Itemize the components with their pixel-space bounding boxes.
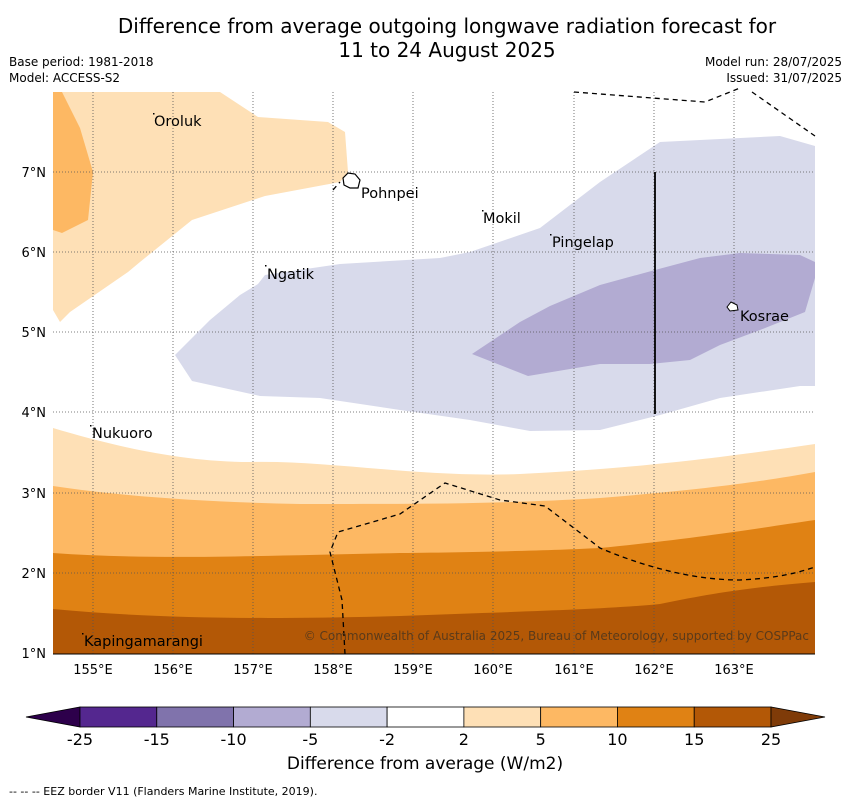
colorbar-segments [79,706,772,728]
issued-date: Issued: 31/07/2025 [726,71,842,85]
title-line-2: 11 to 24 August 2025 [338,38,556,62]
lon-tick-161: 161°E [554,663,594,678]
lon-tick-160: 160°E [473,663,513,678]
eez-footnote: -- -- -- EEZ border V11 (Flanders Marine… [9,785,318,798]
field-neg-5-10 [472,253,815,376]
lat-tick-2: 2°N [22,567,47,582]
place-ngatik: Ngatik [267,267,315,283]
model-run: Model run: 28/07/2025 [704,55,842,69]
colorbar-tick-9: 25 [761,730,781,749]
lat-tick-3: 3°N [22,487,47,502]
place-marks [82,113,552,635]
colorbar-extend-high [770,706,826,728]
kosrae-island [726,301,739,312]
title-line-1: Difference from average outgoing longwav… [117,14,777,38]
lat-tick-labels: 7°N 6°N 5°N 4°N 3°N 2°N 1°N [22,166,47,662]
colorbar-segment-0 [79,706,158,728]
lon-tick-155: 155°E [73,663,113,678]
colorbar-tick-labels: -25 -15 -10 -5 -2 2 5 10 15 25 [67,730,781,749]
map-title: Difference from average outgoing longwav… [0,14,850,62]
place-nukuoro: Nukuoro [92,426,153,442]
lat-tick-1: 1°N [22,647,47,662]
place-kapingamarangi: Kapingamarangi [84,634,203,650]
pohnpei-island [342,172,361,189]
map-fields [53,92,815,654]
eez-border-north [573,87,741,103]
lon-tick-156: 156°E [153,663,193,678]
meta-right: Model run: 28/07/2025 Issued: 31/07/2025 [705,54,842,86]
colorbar-tick-5: 2 [459,730,469,749]
eez-border-ne [751,91,816,137]
eez-border-pohnpei [332,181,341,191]
lon-tick-162: 162°E [634,663,674,678]
model-name: Model: ACCESS-S2 [9,71,121,85]
colorbar-segment-6 [540,706,618,728]
colorbar-tick-8: 15 [684,730,704,749]
colorbar-segment-4 [386,706,465,728]
lat-tick-4: 4°N [22,406,47,421]
place-labels: Oroluk Pohnpei Mokil Pingelap Ngatik Kos… [84,114,789,650]
lat-tick-5: 5°N [22,326,47,341]
colorbar-tick-7: 10 [607,730,627,749]
lat-gridlines [53,171,815,574]
colorbar-tick-0: -25 [67,730,93,749]
place-mokil: Mokil [483,211,521,227]
lat-tick-6: 6°N [22,246,47,261]
place-pohnpei: Pohnpei [361,186,419,202]
map: 155°E 156°E 157°E 158°E 159°E 160°E 161°… [22,87,816,678]
place-pingelap: Pingelap [552,235,614,251]
colorbar-segment-1 [156,706,234,728]
lon-tick-labels: 155°E 156°E 157°E 158°E 159°E 160°E 161°… [73,663,754,678]
lon-tick-158: 158°E [313,663,353,678]
colorbar-label: Difference from average (W/m2) [286,754,564,774]
colorbar-tick-4: -2 [379,730,395,749]
field-nw-5-10 [53,92,93,233]
place-oroluk: Oroluk [154,114,202,130]
copyright-text: © Commonwealth of Australia 2025, Bureau… [304,629,809,643]
colorbar-segment-8 [693,706,772,728]
field-nw-2-5 [53,92,348,322]
colorbar-tick-6: 5 [536,730,546,749]
colorbar-extend-low [25,706,81,728]
eez-border-south [329,482,816,655]
colorbar-segment-3 [309,706,388,728]
colorbar-segment-7 [617,706,695,728]
eez-borders [329,87,816,655]
lon-tick-159: 159°E [393,663,433,678]
colorbar-tick-1: -15 [144,730,170,749]
colorbar-tick-3: -5 [302,730,318,749]
lon-tick-157: 157°E [233,663,273,678]
meta-left: Base period: 1981-2018 Model: ACCESS-S2 [9,54,154,86]
lat-tick-7: 7°N [22,166,47,181]
base-period: Base period: 1981-2018 [9,55,154,69]
colorbar-tick-2: -10 [220,730,246,749]
lon-tick-163: 163°E [714,663,754,678]
colorbar-segment-5 [463,706,542,728]
place-kosrae: Kosrae [740,309,789,325]
colorbar-segment-2 [233,706,311,728]
field-band-15-25 [53,582,815,654]
lon-gridlines [92,92,735,654]
